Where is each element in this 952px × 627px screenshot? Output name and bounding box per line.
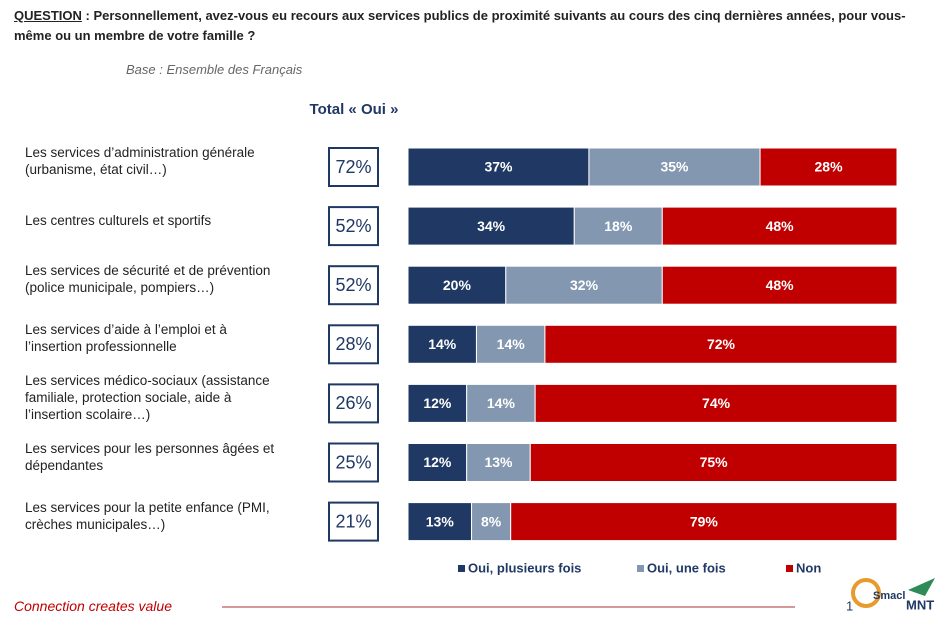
bar-label: 79% [690, 513, 719, 529]
footer: Connection creates value [14, 598, 172, 614]
bar-label: 72% [707, 336, 736, 352]
bar-label: 14% [487, 395, 516, 411]
legend-swatch [458, 565, 465, 572]
bar-segment [573, 206, 663, 246]
bar-label: 14% [428, 336, 457, 352]
total-header: Total « Oui » [310, 101, 399, 118]
bar-label: 34% [477, 218, 506, 234]
category-label: Les services pour la petite enfance (PMI… [25, 499, 270, 532]
category-label: Les centres culturels et sportifs [25, 212, 212, 228]
total-label: 72% [335, 157, 371, 177]
bar-segment [407, 443, 468, 482]
logo: Smacl [873, 590, 905, 602]
total-box [328, 206, 379, 247]
category-label: Les services pour les personnes âgées et… [25, 440, 275, 473]
bar-segment [471, 502, 512, 542]
bar-label: 12% [423, 395, 452, 411]
bar-segment [661, 206, 898, 246]
bar-label: 37% [484, 159, 513, 175]
bar-label: 13% [426, 513, 455, 529]
legend-swatch [786, 565, 793, 572]
base-note: Base : Ensemble des Français [126, 62, 303, 77]
category-label: Les services médico-sociaux (assistance … [25, 372, 270, 422]
bar-segment [466, 383, 536, 423]
legend-label: Oui, une fois [647, 560, 726, 575]
bar-segment [505, 265, 663, 305]
bar-label: 48% [766, 277, 795, 293]
category-label: Les services d’aide à l’emploi et à l’in… [25, 322, 227, 355]
bar-label: 74% [702, 395, 731, 411]
question: QUESTION : Personnellement, avez-vous eu… [14, 6, 914, 46]
bar-label: 32% [570, 277, 599, 293]
total-label: 21% [335, 511, 371, 531]
bar-label: 8% [481, 513, 502, 529]
bar-label: 20% [443, 277, 472, 293]
bar-label: 28% [815, 159, 844, 175]
legend-label: Non [796, 560, 821, 575]
bar-label: 18% [604, 218, 633, 234]
bar-label: 35% [660, 159, 689, 175]
legend-swatch [637, 565, 644, 572]
logo-mark [908, 578, 935, 596]
logo: MNT [906, 597, 934, 612]
bar-label: 14% [497, 336, 526, 352]
legend-label: Oui, plusieurs fois [468, 560, 581, 575]
bar-segment [407, 383, 468, 423]
total-box [328, 147, 379, 187]
bar-segment [534, 383, 898, 423]
bar-label: 75% [700, 454, 729, 470]
total-box [328, 265, 379, 306]
bar-label: 48% [766, 218, 795, 234]
bar-segment [466, 443, 531, 482]
bar-segment [529, 443, 898, 482]
bar-segment [407, 324, 477, 364]
bar-segment [407, 502, 473, 542]
total-label: 26% [335, 393, 371, 413]
question-text: : Personnellement, avez-vous eu recours … [14, 8, 906, 43]
bar-segment [475, 324, 546, 364]
total-label: 25% [335, 452, 371, 472]
bar-segment [544, 324, 898, 364]
total-box [328, 501, 379, 542]
total-box [328, 442, 379, 483]
bar-segment [510, 502, 898, 542]
bar-label: 13% [484, 454, 513, 470]
logo-mark [851, 578, 881, 608]
total-label: 28% [335, 334, 371, 354]
total-label: 52% [335, 216, 371, 236]
page-number: 1 [846, 598, 853, 613]
bar-segment [661, 265, 898, 305]
bar-segment [407, 206, 575, 246]
bar-label: 12% [423, 454, 452, 470]
total-box [328, 324, 379, 365]
bar-segment [588, 147, 761, 187]
bar-segment [759, 147, 898, 187]
category-label: Les services d’administration générale (… [25, 145, 255, 177]
question-label: QUESTION [14, 8, 82, 23]
category-label: Les services de sécurité et de préventio… [25, 263, 271, 296]
total-label: 52% [335, 275, 371, 295]
total-box [328, 383, 379, 424]
